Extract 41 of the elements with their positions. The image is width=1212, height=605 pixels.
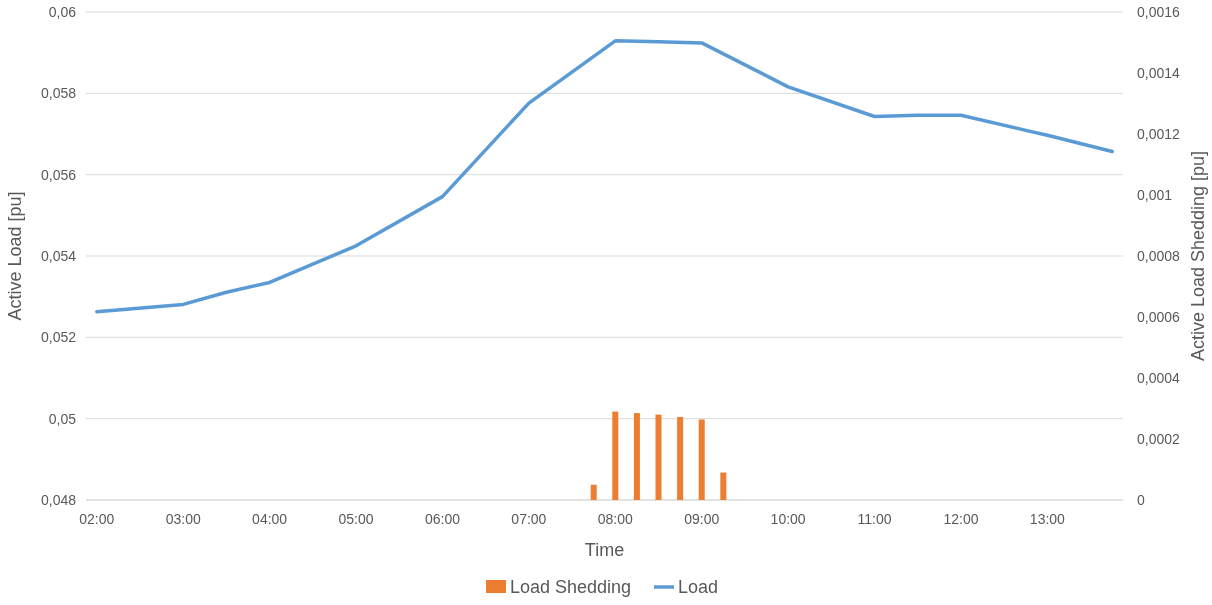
bar	[698, 419, 705, 500]
y2-tick-label: 0,0004	[1137, 369, 1181, 386]
x-tick-label: 05:00	[338, 511, 374, 527]
x-tick-label: 08:00	[597, 511, 634, 527]
y2-tick-label: 0,001	[1137, 186, 1173, 203]
y-tick-label: 0,058	[40, 85, 77, 102]
x-tick-label: 02:00	[79, 511, 115, 527]
legend-label: Load Shedding	[510, 577, 632, 597]
x-tick-label: 03:00	[165, 511, 201, 527]
legend-label: Load	[678, 577, 719, 597]
x-tick-label: 12:00	[943, 511, 979, 527]
x-tick-label: 04:00	[252, 511, 288, 527]
x-tick-label: 11:00	[857, 511, 892, 527]
y-axis-title: Active Load [pu]	[5, 191, 25, 321]
y2-tick-label: 0,0012	[1137, 125, 1181, 142]
x-tick-label: 06:00	[424, 511, 461, 527]
y-tick-label: 0,06	[48, 3, 77, 20]
y-tick-label: 0,048	[40, 491, 77, 508]
bar	[612, 411, 619, 500]
y-tick-label: 0,054	[40, 247, 77, 264]
x-tick-label: 10:00	[770, 511, 806, 527]
x-tick-label: 13:00	[1029, 511, 1066, 527]
y2-tick-label: 0,0006	[1137, 308, 1181, 325]
line-series	[95, 39, 1114, 314]
y-tick-label: 0,05	[48, 410, 77, 427]
y2-tick-label: 0,0014	[1137, 64, 1181, 81]
y2-tick-label: 0,0008	[1137, 247, 1181, 264]
x-tick-label: 09:00	[684, 511, 720, 527]
bar	[655, 414, 662, 500]
bar	[677, 417, 684, 500]
bar	[633, 413, 640, 500]
x-tick-label: 07:00	[511, 511, 547, 527]
y2-tick-label: 0,0002	[1137, 430, 1181, 447]
x-axis-title: Time	[584, 540, 625, 560]
bar	[720, 472, 727, 500]
y2-tick-label: 0	[1137, 491, 1145, 508]
bar	[590, 484, 597, 500]
y-tick-label: 0,052	[40, 329, 77, 346]
y2-axis-title: Active Load Shedding [pu]	[1188, 150, 1208, 362]
y2-tick-label: 0,0016	[1137, 3, 1181, 20]
y-tick-label: 0,056	[40, 166, 77, 183]
